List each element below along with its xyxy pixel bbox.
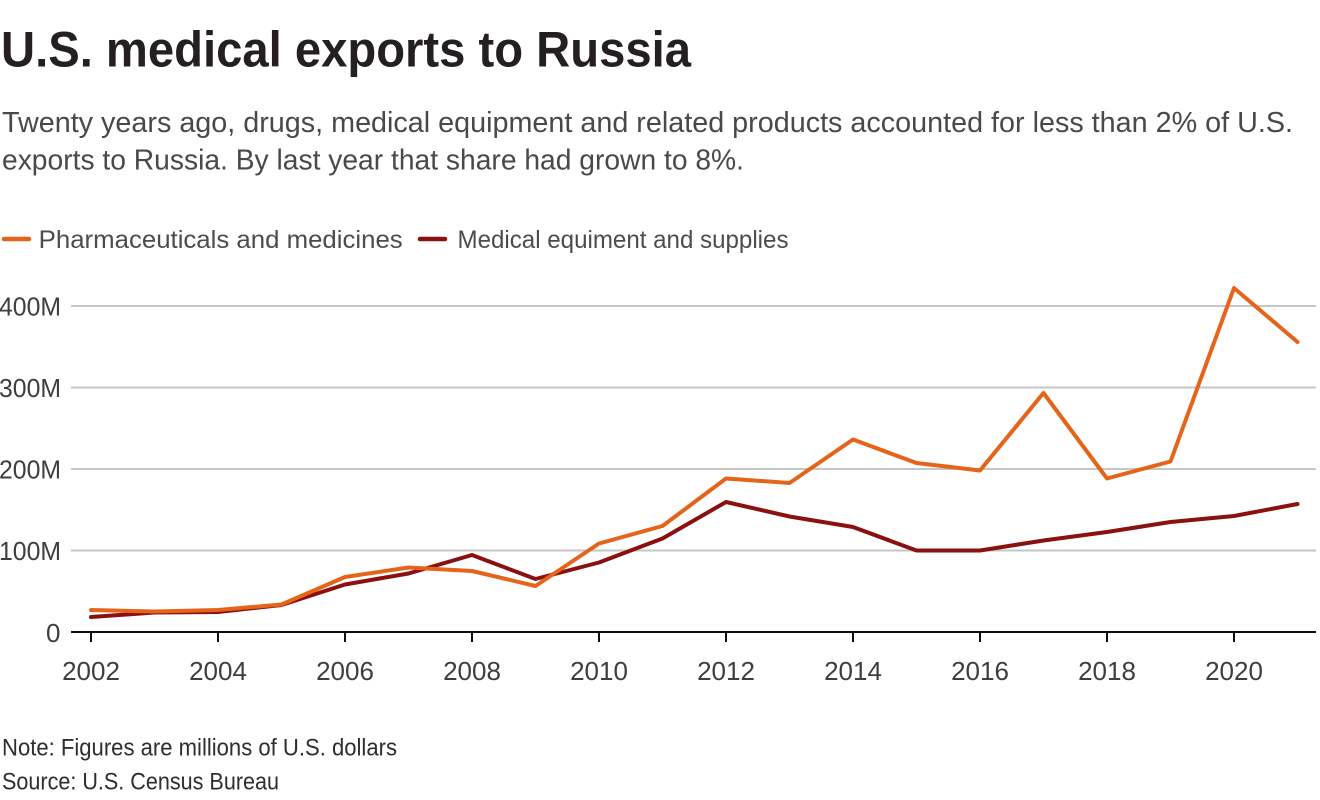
svg-text:2014: 2014 xyxy=(824,656,882,686)
svg-text:100M: 100M xyxy=(0,536,61,566)
svg-text:2016: 2016 xyxy=(951,656,1009,686)
svg-text:2002: 2002 xyxy=(62,656,120,686)
svg-text:300M: 300M xyxy=(0,373,61,403)
svg-text:2010: 2010 xyxy=(570,656,628,686)
svg-text:2020: 2020 xyxy=(1205,656,1263,686)
svg-text:Source: U.S. Census Bureau: Source: U.S. Census Bureau xyxy=(2,769,279,796)
svg-text:Medical equiment and supplies: Medical equiment and supplies xyxy=(458,226,789,254)
svg-text:Twenty years ago, drugs, medic: Twenty years ago, drugs, medical equipme… xyxy=(2,107,1293,139)
svg-text:Note: Figures are millions of: Note: Figures are millions of U.S. dolla… xyxy=(2,734,397,761)
svg-text:400M: 400M xyxy=(0,292,61,322)
svg-text:2008: 2008 xyxy=(443,656,501,686)
svg-text:0: 0 xyxy=(46,618,60,648)
svg-text:U.S. medical exports to Russia: U.S. medical exports to Russia xyxy=(1,21,692,77)
svg-text:200M: 200M xyxy=(0,455,61,485)
svg-text:2012: 2012 xyxy=(697,656,755,686)
svg-text:2004: 2004 xyxy=(189,656,247,686)
svg-text:2018: 2018 xyxy=(1078,656,1136,686)
svg-text:exports to Russia. By last yea: exports to Russia. By last year that sha… xyxy=(2,145,744,177)
svg-text:2006: 2006 xyxy=(316,656,374,686)
svg-text:Pharmaceuticals and medicines: Pharmaceuticals and medicines xyxy=(39,226,403,254)
